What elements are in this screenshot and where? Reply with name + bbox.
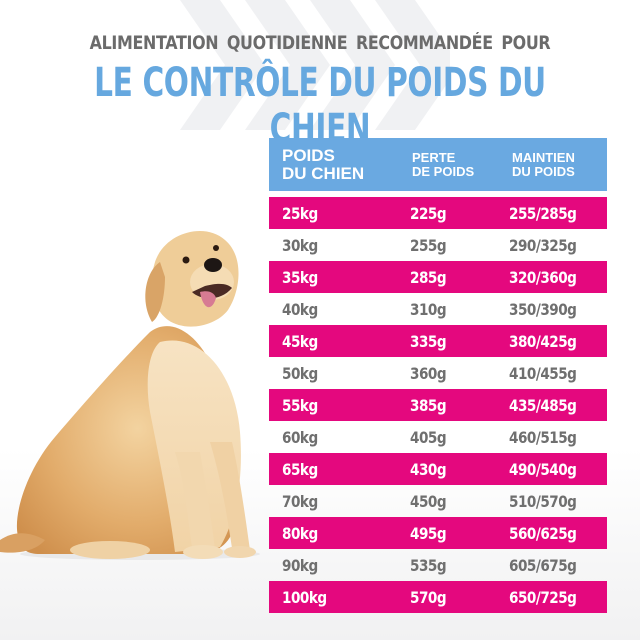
weight-cell: 90kg — [282, 555, 318, 575]
maintain-cell: 490/540g — [508, 459, 577, 479]
column-header-weight: POIDS DU CHIEN — [282, 145, 365, 183]
weight-cell: 25kg — [282, 203, 318, 223]
table-row: 50kg 360g 410/455g — [269, 357, 607, 389]
loss-cell: 285g — [409, 267, 447, 287]
maintain-cell: 560/625g — [508, 523, 577, 543]
maintain-cell: 650/725g — [508, 587, 577, 607]
table-row: 90kg 535g 605/675g — [269, 549, 607, 581]
loss-cell: 535g — [409, 555, 447, 575]
maintain-cell: 410/455g — [508, 363, 577, 383]
weight-cell: 70kg — [282, 491, 318, 511]
weight-cell: 55kg — [282, 395, 318, 415]
loss-cell: 385g — [409, 395, 447, 415]
background-chevrons-icon — [180, 0, 450, 130]
table-row: 45kg 335g 380/425g — [269, 325, 607, 357]
loss-cell: 335g — [409, 331, 447, 351]
table-header: POIDS DU CHIEN PERTE DE POIDS MAINTIEN D… — [269, 138, 607, 191]
maintain-cell: 460/515g — [508, 427, 577, 447]
weight-cell: 60kg — [282, 427, 318, 447]
maintain-cell: 380/425g — [508, 331, 577, 351]
subtitle: ALIMENTATION QUOTIDIENNE RECOMMANDÉE POU… — [89, 33, 551, 54]
loss-cell: 255g — [409, 235, 447, 255]
weight-cell: 30kg — [282, 235, 318, 255]
table-row: 30kg 255g 290/325g — [269, 229, 607, 261]
weight-cell: 50kg — [282, 363, 318, 383]
golden-retriever-image — [0, 231, 260, 560]
table-row: 80kg 495g 560/625g — [269, 517, 607, 549]
table-row: 55kg 385g 435/485g — [269, 389, 607, 421]
loss-cell: 225g — [409, 203, 447, 223]
maintain-cell: 290/325g — [508, 235, 577, 255]
loss-cell: 360g — [409, 363, 447, 383]
weight-cell: 45kg — [282, 331, 318, 351]
maintain-cell: 255/285g — [508, 203, 577, 223]
loss-cell: 405g — [409, 427, 447, 447]
page-title: LE CONTRÔLE DU POIDS DU CHIEN — [94, 60, 546, 152]
weight-cell: 80kg — [282, 523, 318, 543]
maintain-cell: 435/485g — [508, 395, 577, 415]
feeding-table: POIDS DU CHIEN PERTE DE POIDS MAINTIEN D… — [269, 138, 607, 613]
loss-cell: 430g — [409, 459, 447, 479]
table-row: 60kg 405g 460/515g — [269, 421, 607, 453]
loss-cell: 310g — [409, 299, 447, 319]
table-row: 65kg 430g 490/540g — [269, 453, 607, 485]
maintain-cell: 605/675g — [508, 555, 577, 575]
weight-cell: 35kg — [282, 267, 318, 287]
loss-cell: 450g — [409, 491, 447, 511]
weight-cell: 65kg — [282, 459, 318, 479]
weight-cell: 100kg — [282, 587, 327, 607]
table-row: 35kg 285g 320/360g — [269, 261, 607, 293]
weight-cell: 40kg — [282, 299, 318, 319]
table-row: 25kg 225g 255/285g — [269, 197, 607, 229]
table-row: 100kg 570g 650/725g — [269, 581, 607, 613]
maintain-cell: 510/570g — [508, 491, 577, 511]
table-row: 40kg 310g 350/390g — [269, 293, 607, 325]
maintain-cell: 320/360g — [508, 267, 577, 287]
column-header-weight-loss: PERTE DE POIDS — [412, 149, 475, 179]
loss-cell: 495g — [409, 523, 447, 543]
table-row: 70kg 450g 510/570g — [269, 485, 607, 517]
loss-cell: 570g — [409, 587, 447, 607]
column-header-weight-maintenance: MAINTIEN DU POIDS — [512, 149, 575, 179]
table-body: 25kg 225g 255/285g 30kg 255g 290/325g 35kg 28… — [269, 197, 607, 613]
maintain-cell: 350/390g — [508, 299, 577, 319]
